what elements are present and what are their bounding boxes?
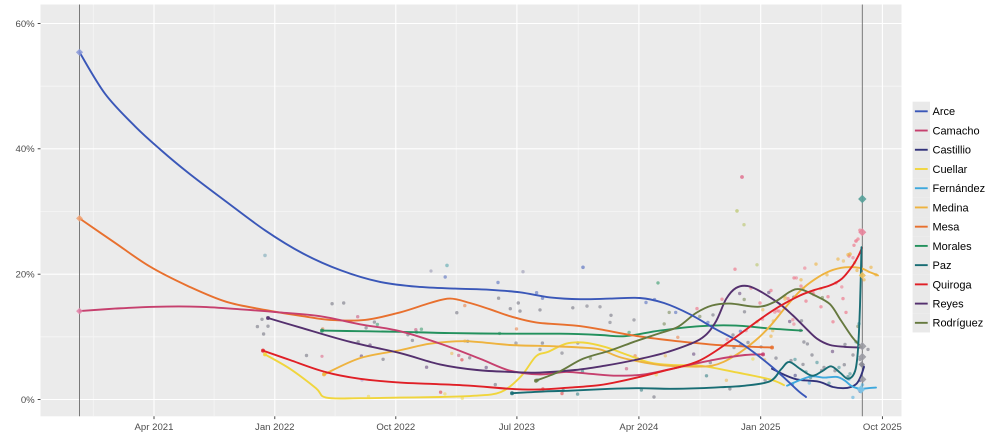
svg-text:Cuellar: Cuellar xyxy=(933,164,968,176)
svg-text:Morales: Morales xyxy=(933,241,973,253)
svg-text:Oct 2025: Oct 2025 xyxy=(863,422,902,433)
svg-text:Castillio: Castillio xyxy=(933,145,972,157)
svg-text:40%: 40% xyxy=(15,144,35,155)
svg-text:60%: 60% xyxy=(15,19,35,30)
svg-text:Apr 2021: Apr 2021 xyxy=(135,422,174,433)
svg-text:Rodríguez: Rodríguez xyxy=(933,318,984,330)
svg-text:Paz: Paz xyxy=(933,260,952,272)
svg-text:Oct 2022: Oct 2022 xyxy=(376,422,415,433)
svg-text:Medina: Medina xyxy=(933,202,970,214)
svg-text:Quiroga: Quiroga xyxy=(933,279,973,291)
svg-text:Mesa: Mesa xyxy=(933,222,961,234)
svg-text:0%: 0% xyxy=(21,395,35,406)
svg-text:Camacho: Camacho xyxy=(933,125,980,137)
svg-text:20%: 20% xyxy=(15,270,35,281)
svg-text:Arce: Arce xyxy=(933,106,956,118)
svg-text:Apr 2024: Apr 2024 xyxy=(619,422,659,433)
svg-text:Jul 2023: Jul 2023 xyxy=(499,422,535,433)
svg-text:Fernández: Fernández xyxy=(933,183,986,195)
svg-text:Reyes: Reyes xyxy=(933,299,965,311)
svg-text:Jan 2022: Jan 2022 xyxy=(255,422,294,433)
svg-text:Jan 2025: Jan 2025 xyxy=(741,422,780,433)
